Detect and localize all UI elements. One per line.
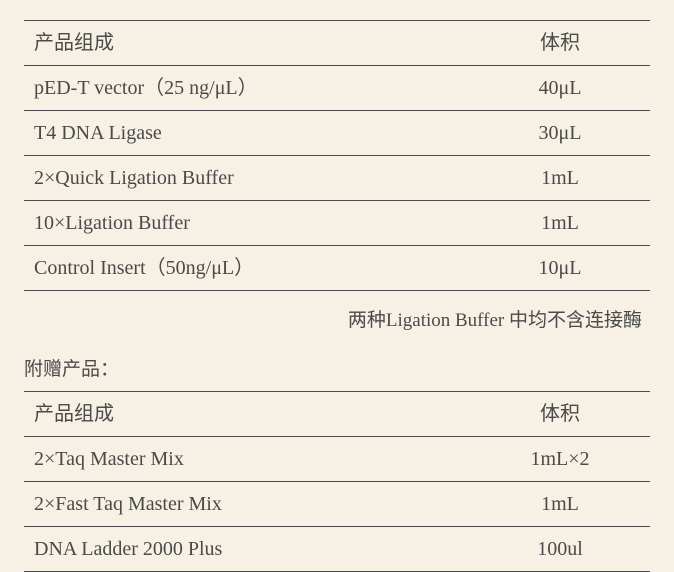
table-row: 10×Ligation Buffer 1mL: [24, 201, 650, 246]
product-volume: 1mL: [470, 482, 650, 527]
header-col2: 体积: [470, 21, 650, 66]
header-col1: 产品组成: [24, 21, 470, 66]
table-row: 2×Fast Taq Master Mix 1mL: [24, 482, 650, 527]
table-row: 2×Quick Ligation Buffer 1mL: [24, 156, 650, 201]
bonus-products-subtitle: 附赠产品：: [24, 354, 650, 381]
header-col1: 产品组成: [24, 392, 470, 437]
product-volume: 10μL: [470, 246, 650, 291]
product-volume: 1mL×2: [470, 437, 650, 482]
product-name: DNA Ladder 2000 Plus: [24, 527, 470, 572]
product-composition-table: 产品组成 体积 pED-T vector（25 ng/μL） 40μL T4 D…: [24, 20, 650, 291]
product-name: 2×Taq Master Mix: [24, 437, 470, 482]
product-name: T4 DNA Ligase: [24, 111, 470, 156]
table-row: pED-T vector（25 ng/μL） 40μL: [24, 66, 650, 111]
table-row: DNA Ladder 2000 Plus 100ul: [24, 527, 650, 572]
table-row: T4 DNA Ligase 30μL: [24, 111, 650, 156]
table-row: 2×Taq Master Mix 1mL×2: [24, 437, 650, 482]
product-volume: 1mL: [470, 156, 650, 201]
table-header-row: 产品组成 体积: [24, 21, 650, 66]
table-row: Control Insert（50ng/μL） 10μL: [24, 246, 650, 291]
product-name: Control Insert（50ng/μL）: [24, 246, 470, 291]
product-volume: 30μL: [470, 111, 650, 156]
product-name: 2×Quick Ligation Buffer: [24, 156, 470, 201]
buffer-note: 两种Ligation Buffer 中均不含连接酶: [24, 305, 650, 332]
product-name: pED-T vector（25 ng/μL）: [24, 66, 470, 111]
product-volume: 1mL: [470, 201, 650, 246]
bonus-products-table: 产品组成 体积 2×Taq Master Mix 1mL×2 2×Fast Ta…: [24, 391, 650, 572]
product-name: 2×Fast Taq Master Mix: [24, 482, 470, 527]
table-header-row: 产品组成 体积: [24, 392, 650, 437]
product-volume: 100ul: [470, 527, 650, 572]
header-col2: 体积: [470, 392, 650, 437]
product-volume: 40μL: [470, 66, 650, 111]
product-name: 10×Ligation Buffer: [24, 201, 470, 246]
